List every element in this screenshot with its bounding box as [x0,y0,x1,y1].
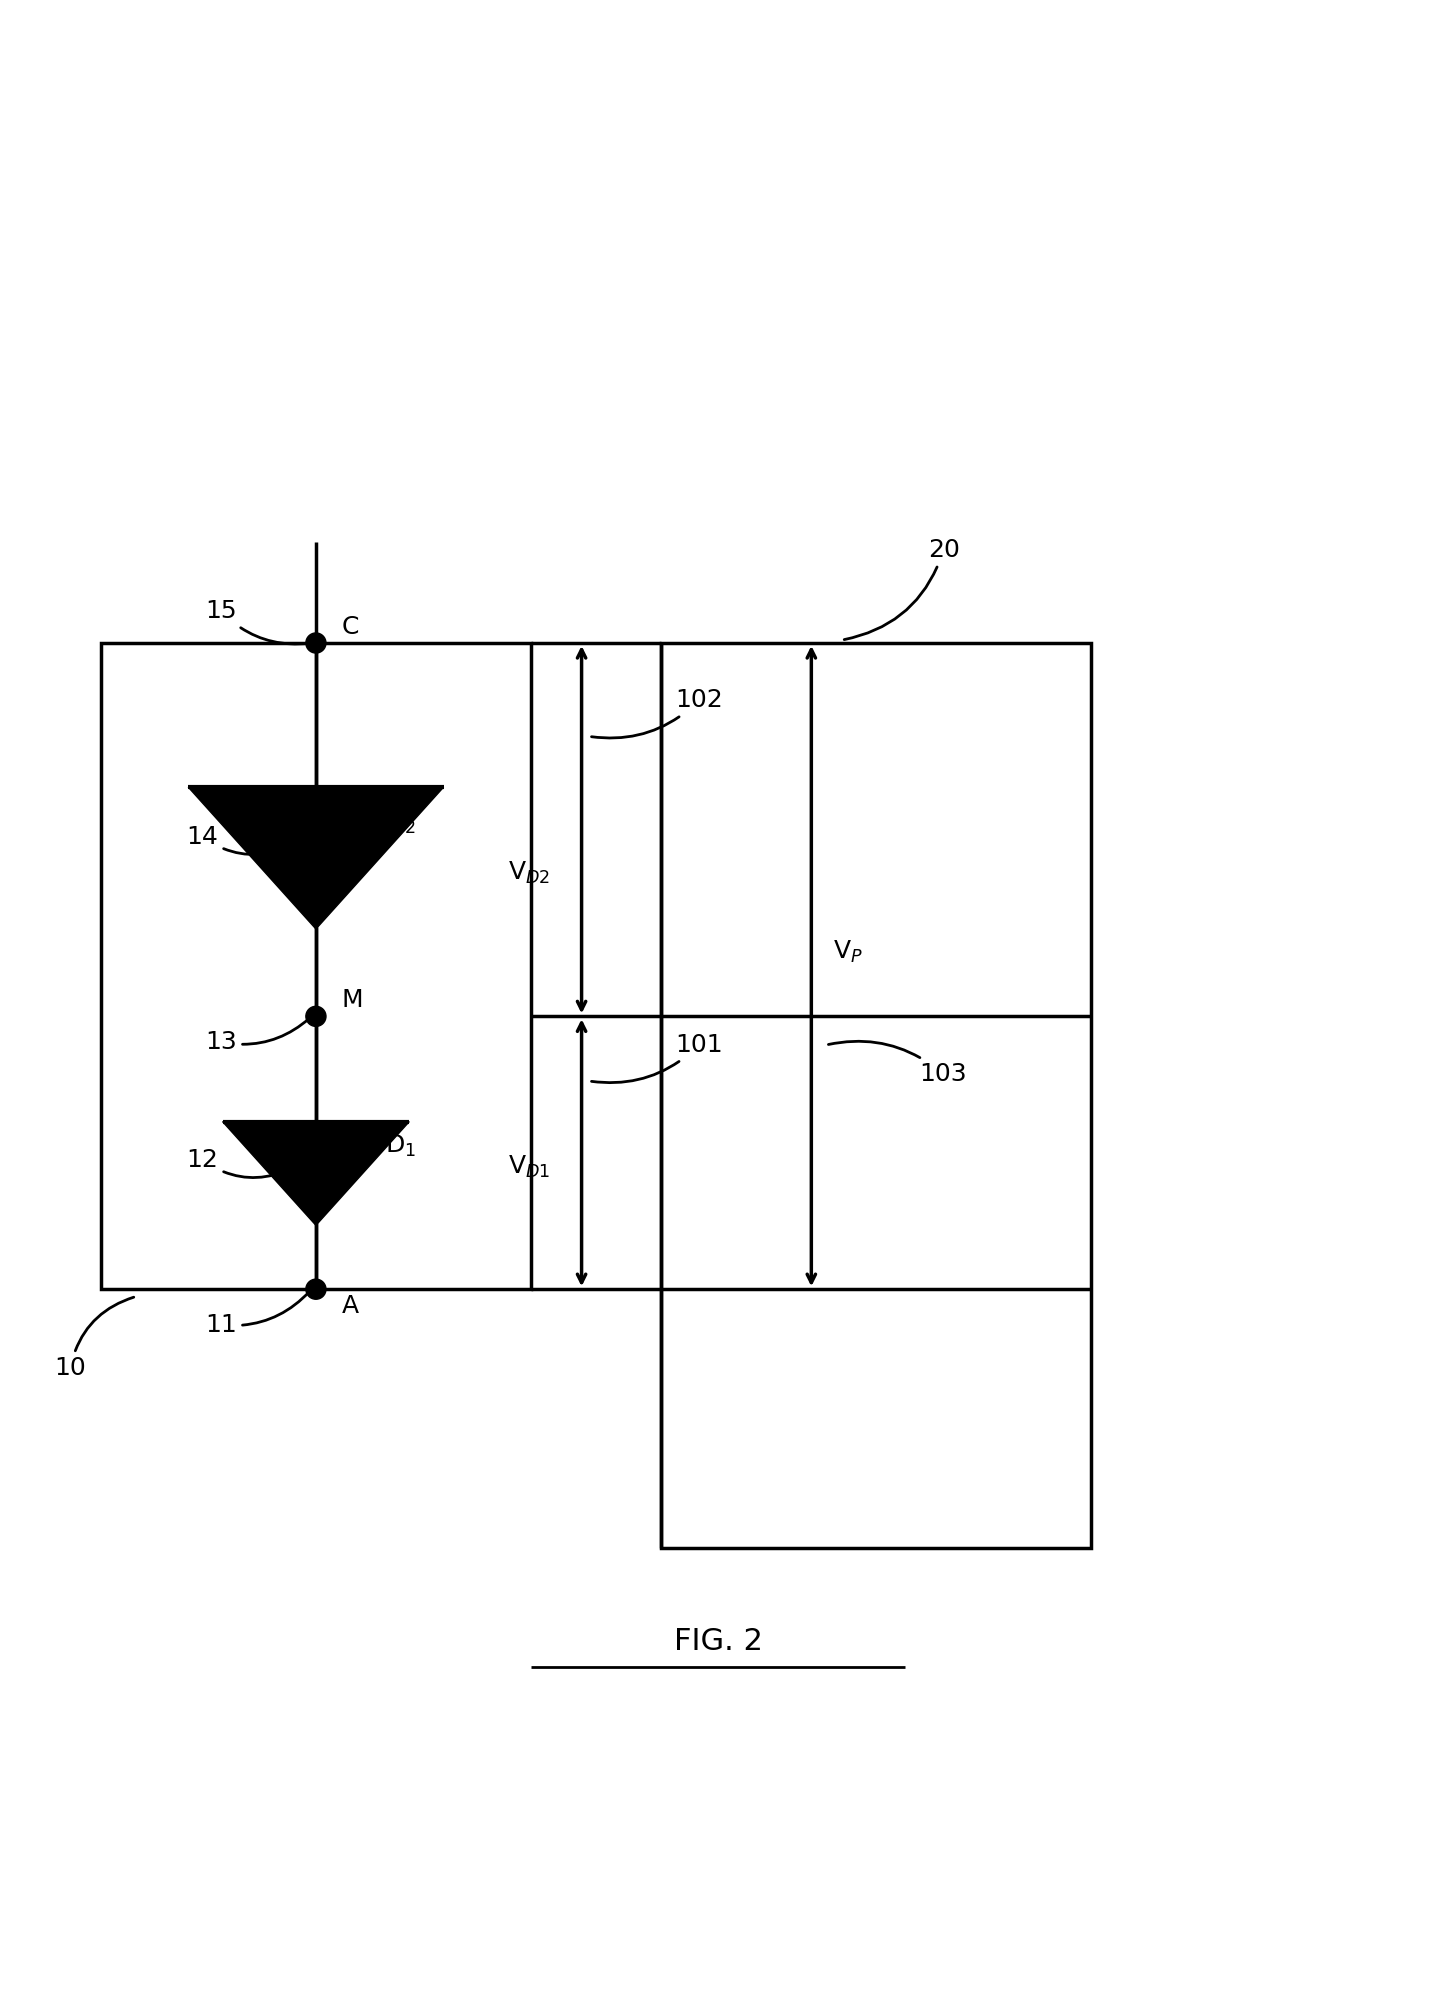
Circle shape [306,1006,326,1026]
Circle shape [306,633,326,653]
Text: 11: 11 [205,1291,310,1337]
Text: M: M [342,988,363,1012]
Polygon shape [188,788,444,930]
Text: V$_{D2}$: V$_{D2}$ [508,860,550,886]
Text: 12: 12 [187,1148,292,1178]
Text: A: A [342,1293,359,1317]
Polygon shape [223,1122,409,1224]
Text: D$_1$: D$_1$ [385,1132,416,1158]
Text: 102: 102 [592,689,722,737]
Text: 10: 10 [55,1297,134,1381]
Text: 20: 20 [844,537,959,639]
Text: 103: 103 [829,1042,966,1086]
Circle shape [306,1279,326,1299]
Text: 13: 13 [205,1018,310,1054]
Text: D$_2$: D$_2$ [385,810,415,836]
Text: 101: 101 [592,1034,722,1082]
Bar [661,643,1091,1547]
Text: 15: 15 [205,599,309,643]
Text: C: C [342,615,359,639]
Text: V$_{D1}$: V$_{D1}$ [508,1154,550,1180]
Bar [101,643,531,1289]
Text: FIG. 2: FIG. 2 [673,1627,763,1655]
Text: 14: 14 [187,826,292,854]
Text: V$_P$: V$_P$ [833,938,863,964]
